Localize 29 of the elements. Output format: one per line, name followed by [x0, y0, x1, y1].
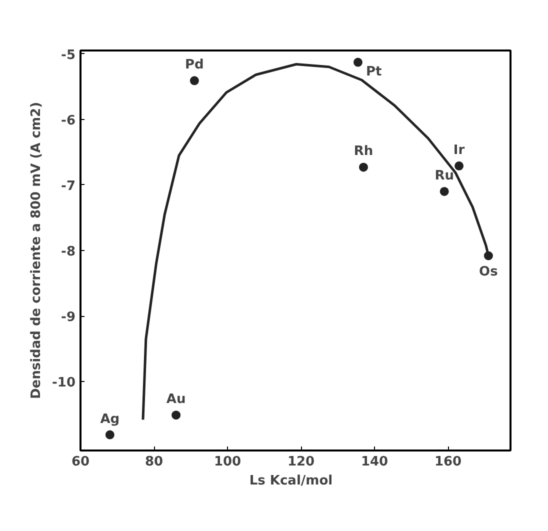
- y-tick-label: -10: [52, 376, 76, 391]
- y-tick-label: -8: [61, 244, 76, 260]
- x-tick-label: 60: [71, 454, 90, 470]
- point: [440, 186, 449, 196]
- annotation: Pd: [185, 58, 204, 73]
- annotation: Rh: [354, 144, 374, 160]
- point: [353, 58, 362, 67]
- y-tick-label: -6: [61, 113, 76, 128]
- annotation: Ru: [434, 168, 454, 184]
- y-tick-label: -5: [61, 48, 76, 63]
- x-tick-label: 80: [144, 454, 164, 470]
- annotation: Au: [166, 392, 186, 408]
- x-tick-label: 100: [214, 454, 242, 470]
- point: [105, 430, 114, 440]
- annotation: Pt: [366, 64, 382, 80]
- annotation: Ag: [100, 412, 120, 427]
- annotation: Os: [479, 264, 498, 280]
- x-tick-label: 120: [287, 454, 315, 470]
- x-tick-label: 140: [360, 454, 388, 470]
- y-axis-title: Densidad de corriente a 800 mV (A cm2): [29, 102, 44, 400]
- x-tick-label: 160: [434, 454, 462, 470]
- point: [190, 76, 199, 86]
- x-axis-title: Ls Kcal/mol: [249, 474, 333, 488]
- point: [172, 410, 181, 420]
- point: [358, 162, 368, 172]
- annotation: Ir: [453, 142, 466, 158]
- y-tick-label: -9: [61, 310, 76, 326]
- y-tick-label: -7: [61, 178, 76, 194]
- point: [454, 161, 464, 170]
